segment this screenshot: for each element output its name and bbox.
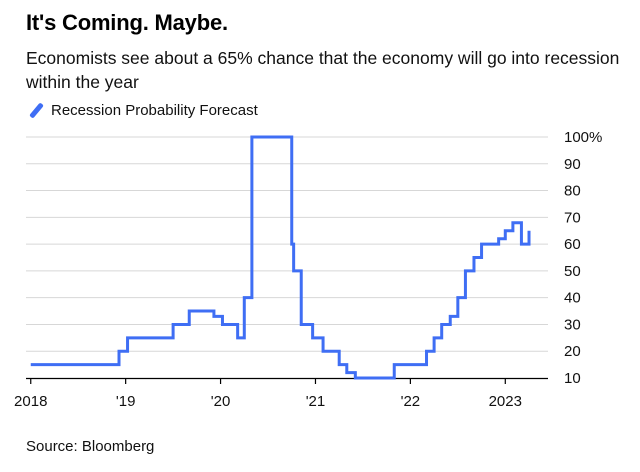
y-tick-label-60: 60: [564, 236, 581, 253]
chart-title: It's Coming. Maybe.: [26, 10, 228, 35]
y-tick-label-50: 50: [564, 263, 581, 280]
y-tick-label-90: 90: [564, 156, 581, 173]
y-tick-label-100: 100%: [564, 129, 602, 146]
legend: Recession Probability Forecast: [29, 102, 258, 119]
y-tick-label-80: 80: [564, 183, 581, 200]
x-tick-label-2022: '22: [401, 393, 421, 410]
y-tick-label-20: 20: [564, 343, 581, 360]
x-tick-label-2019: '19: [116, 393, 136, 410]
y-tick-label-30: 30: [564, 316, 581, 333]
x-tick-label-2021: '21: [306, 393, 326, 410]
x-tick-label-2020: '20: [211, 393, 231, 410]
x-tick-label-2018: 2018: [14, 393, 47, 410]
legend-label: Recession Probability Forecast: [51, 102, 258, 119]
x-tick-label-2023: 2023: [489, 393, 522, 410]
y-tick-label-40: 40: [564, 290, 581, 307]
source-note: Source: Bloomberg: [26, 438, 155, 455]
y-tick-label-70: 70: [564, 209, 581, 226]
series-line-0: [30, 135, 531, 380]
chart-subtitle: Economists see about a 65% chance that t…: [26, 48, 620, 92]
y-tick-label-10: 10: [564, 370, 581, 387]
